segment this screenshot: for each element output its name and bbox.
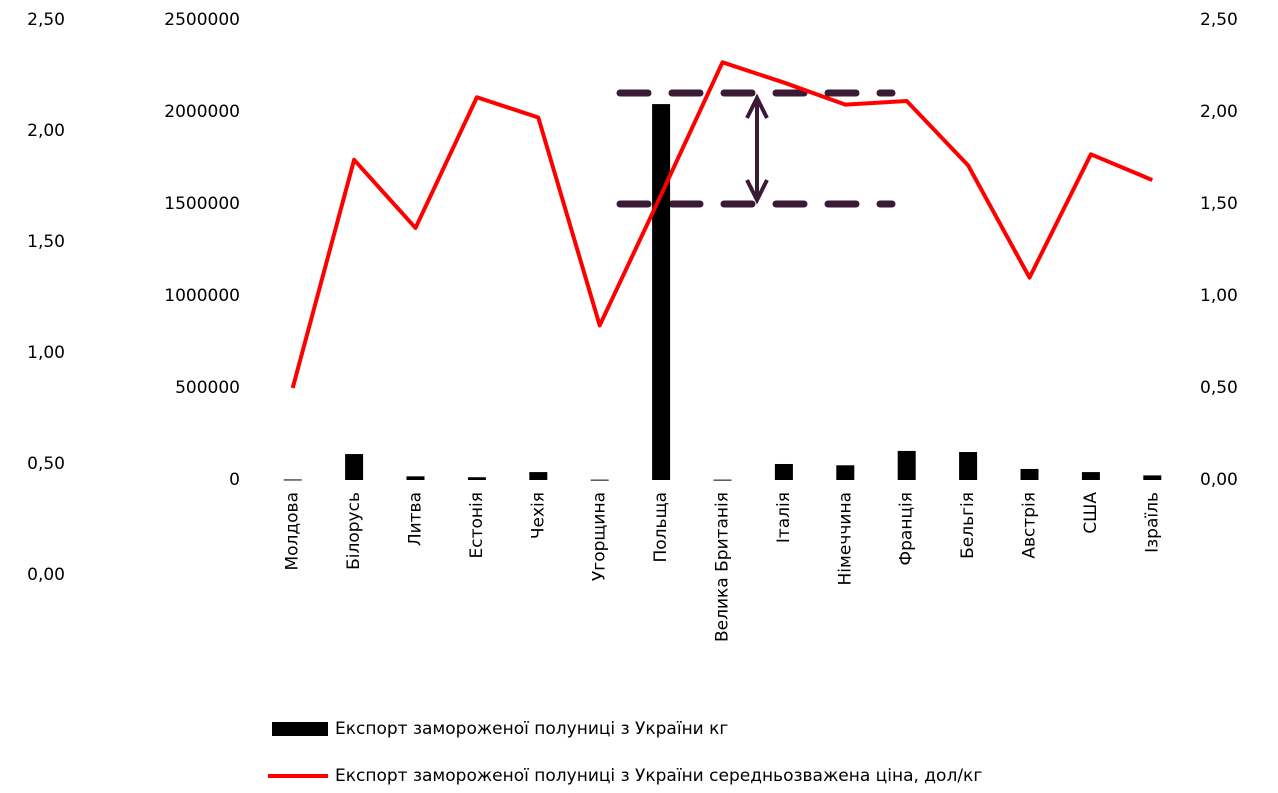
line xyxy=(290,60,1154,389)
x-tick-label: Білорусь xyxy=(344,492,364,570)
y3-tick-label: 2,50 xyxy=(27,10,65,30)
x-tick-label: Франція xyxy=(897,492,917,565)
x-tick-label: Австрія xyxy=(1020,492,1040,559)
y2-tick-label: 1,50 xyxy=(1200,194,1238,214)
y3-tick-label: 2,00 xyxy=(27,121,65,141)
annotation-arrowhead xyxy=(745,179,769,205)
annotation-arrowhead xyxy=(745,93,769,119)
x-tick-label: Італія xyxy=(774,492,794,543)
y-tick-label: 2000000 xyxy=(164,102,240,122)
x-tick-label: Литва xyxy=(406,492,426,546)
x-tick-label: Німеччина xyxy=(835,492,855,585)
y-tick-label: 2500000 xyxy=(164,10,240,30)
bar xyxy=(836,465,855,480)
y2-tick-label: 1,00 xyxy=(1200,286,1238,306)
x-tick-label: Бельгія xyxy=(958,492,978,559)
y2-tick-label: 2,50 xyxy=(1200,10,1238,30)
bar xyxy=(959,452,978,480)
legend-label: Експорт замороженої полуниці з України к… xyxy=(335,719,728,739)
x-tick-label: Молдова xyxy=(283,492,303,571)
bar xyxy=(652,104,671,480)
bar xyxy=(529,472,548,480)
bar xyxy=(1143,475,1162,480)
x-tick-label: США xyxy=(1081,492,1101,534)
bar xyxy=(1020,468,1039,480)
y3-tick-label: 0,50 xyxy=(27,454,65,474)
x-tick-label: Ізраїль xyxy=(1142,492,1162,553)
bar xyxy=(467,477,486,480)
x-tick-label: Естонія xyxy=(467,492,487,558)
bar xyxy=(897,450,916,480)
bar xyxy=(1081,472,1100,480)
bar xyxy=(406,476,425,480)
x-tick-label: Чехія xyxy=(528,492,548,539)
x-tick-label: Велика Британія xyxy=(713,492,733,642)
bar xyxy=(283,479,302,481)
bar xyxy=(345,454,364,480)
y-tick-label: 0 xyxy=(229,470,240,490)
y-tick-label: 1000000 xyxy=(164,286,240,306)
y2-tick-label: 0,50 xyxy=(1200,378,1238,398)
y2-tick-label: 2,00 xyxy=(1200,102,1238,122)
bar xyxy=(774,463,793,480)
bar xyxy=(713,479,732,481)
y3-tick-label: 1,50 xyxy=(27,232,65,252)
bar xyxy=(590,479,609,481)
annotation xyxy=(616,89,896,208)
legend-swatch xyxy=(272,722,328,736)
y-tick-label: 500000 xyxy=(175,378,240,398)
y-tick-label: 1500000 xyxy=(164,194,240,214)
x-tick-label: Угорщина xyxy=(590,492,610,581)
x-tick-label: Польща xyxy=(651,492,671,563)
y3-tick-label: 0,00 xyxy=(27,565,65,585)
y3-tick-label: 1,00 xyxy=(27,343,65,363)
y2-tick-label: 0,00 xyxy=(1200,470,1238,490)
legend-label: Експорт замороженої полуниці з України с… xyxy=(335,766,982,786)
